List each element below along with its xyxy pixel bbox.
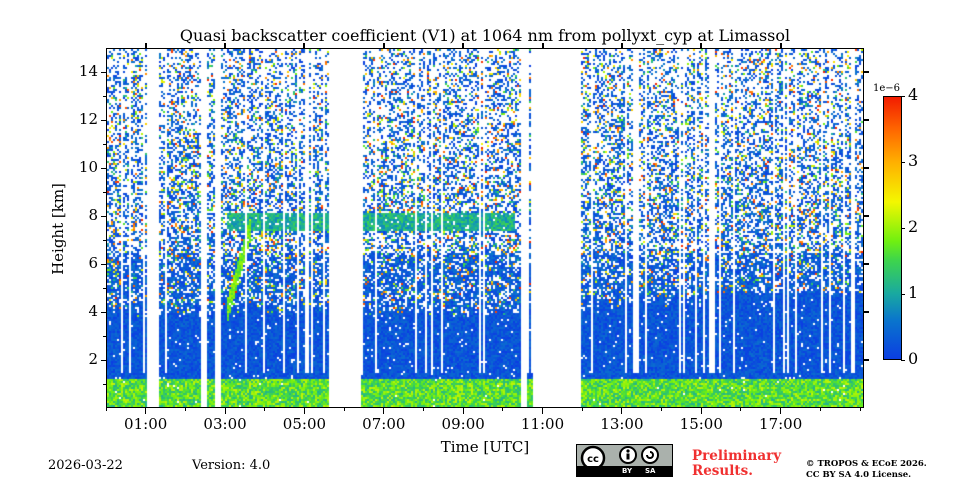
x-minor-tick xyxy=(422,408,424,411)
y-tick-label: 14 xyxy=(78,62,98,80)
x-minor-tick xyxy=(502,408,504,411)
copyright: © TROPOS & ECoE 2026. CC BY SA 4.0 Licen… xyxy=(806,459,927,480)
x-tick-top xyxy=(382,43,385,48)
y-tick-right xyxy=(864,167,869,169)
x-tick xyxy=(780,408,782,414)
y-tick xyxy=(101,167,106,169)
y-tick xyxy=(101,119,106,121)
x-axis-label: Time [UTC] xyxy=(440,438,530,456)
x-tick xyxy=(224,408,226,414)
version-label: Version: 4.0 xyxy=(192,458,271,473)
preliminary-line2: Results. xyxy=(692,463,753,479)
y-tick-label: 2 xyxy=(88,350,98,368)
colorbar-tick-label: 0 xyxy=(908,349,919,368)
x-minor-tick xyxy=(105,408,107,411)
y-tick xyxy=(101,71,106,73)
svg-text:cc: cc xyxy=(587,454,599,465)
x-tick xyxy=(383,408,385,414)
colorbar-tick xyxy=(901,359,905,361)
y-minor-tick xyxy=(103,143,106,145)
y-tick-label: 4 xyxy=(88,302,98,320)
colorbar-tick xyxy=(901,293,905,295)
y-minor-tick xyxy=(103,335,106,337)
y-tick-label: 8 xyxy=(88,206,98,224)
x-tick xyxy=(462,408,464,414)
x-tick-top xyxy=(462,43,465,48)
cc-sa-label: SA xyxy=(645,467,656,475)
y-minor-tick xyxy=(103,239,106,241)
date-label: 2026-03-22 xyxy=(48,458,123,473)
backscatter-heatmap xyxy=(107,49,863,407)
plot-area xyxy=(106,48,864,408)
preliminary-line1: Preliminary xyxy=(692,448,782,464)
x-tick-label: 13:00 xyxy=(600,415,644,433)
y-tick-right xyxy=(864,119,869,121)
colorbar-tick-label: 1 xyxy=(908,283,919,302)
x-tick-top xyxy=(303,43,306,48)
x-minor-tick xyxy=(859,408,861,411)
x-tick xyxy=(542,408,544,414)
x-minor-tick xyxy=(819,408,821,411)
x-tick xyxy=(621,408,623,414)
x-tick-top xyxy=(224,43,227,48)
colorbar-tick xyxy=(901,161,905,163)
colorbar-tick xyxy=(901,95,905,97)
x-minor-tick xyxy=(581,408,583,411)
x-tick-label: 07:00 xyxy=(362,415,406,433)
colorbar-tick-label: 3 xyxy=(908,151,919,170)
y-tick-right xyxy=(864,359,869,361)
y-tick-right xyxy=(864,263,869,265)
x-minor-tick xyxy=(740,408,742,411)
x-tick-top xyxy=(541,43,544,48)
y-tick xyxy=(101,311,106,313)
x-minor-tick xyxy=(343,408,345,411)
y-minor-tick xyxy=(103,191,106,193)
x-tick-label: 15:00 xyxy=(679,415,723,433)
cc-icon: cc xyxy=(580,445,659,467)
y-minor-tick xyxy=(103,287,106,289)
x-tick-label: 01:00 xyxy=(124,415,168,433)
colorbar-tick xyxy=(901,227,905,229)
y-tick-label: 10 xyxy=(78,158,98,176)
x-minor-tick xyxy=(661,408,663,411)
chart-title: Quasi backscatter coefficient (V1) at 10… xyxy=(179,26,791,45)
x-tick xyxy=(700,408,702,414)
y-tick-right xyxy=(864,71,869,73)
y-tick-right xyxy=(864,311,869,313)
y-tick xyxy=(101,359,106,361)
y-tick xyxy=(101,263,106,265)
y-tick xyxy=(101,215,106,217)
x-tick-top xyxy=(779,43,782,48)
y-minor-tick xyxy=(103,383,106,385)
x-minor-tick xyxy=(264,408,266,411)
colorbar-tick-label: 2 xyxy=(908,217,919,236)
preliminary-notice: Preliminary Results. xyxy=(692,449,781,479)
cc-label-bar: BY SA xyxy=(577,466,672,476)
x-tick-label: 03:00 xyxy=(203,415,247,433)
colorbar-tick-label: 4 xyxy=(908,85,919,104)
y-minor-tick xyxy=(103,95,106,97)
y-axis-label: Height [km] xyxy=(49,183,67,275)
x-tick-top xyxy=(700,43,703,48)
x-tick-label: 05:00 xyxy=(282,415,327,433)
colorbar-exponent: 1e−6 xyxy=(873,83,901,94)
cc-license-badge[interactable]: cc BY SA xyxy=(576,444,673,477)
x-tick xyxy=(145,408,147,414)
copyright-line1: © TROPOS & ECoE 2026. xyxy=(806,459,927,469)
y-tick-label: 12 xyxy=(78,110,98,128)
x-tick xyxy=(303,408,305,414)
x-minor-tick xyxy=(184,408,186,411)
copyright-line2: CC BY SA 4.0 License. xyxy=(806,470,912,480)
y-tick-label: 6 xyxy=(88,254,98,272)
cc-by-label: BY xyxy=(622,467,633,475)
x-tick-top xyxy=(144,43,147,48)
colorbar xyxy=(883,96,902,360)
x-tick-label: 17:00 xyxy=(759,415,803,433)
x-tick-label: 09:00 xyxy=(441,415,485,433)
x-tick-top xyxy=(620,43,623,48)
y-tick-right xyxy=(864,215,869,217)
x-tick-label: 11:00 xyxy=(520,415,565,433)
